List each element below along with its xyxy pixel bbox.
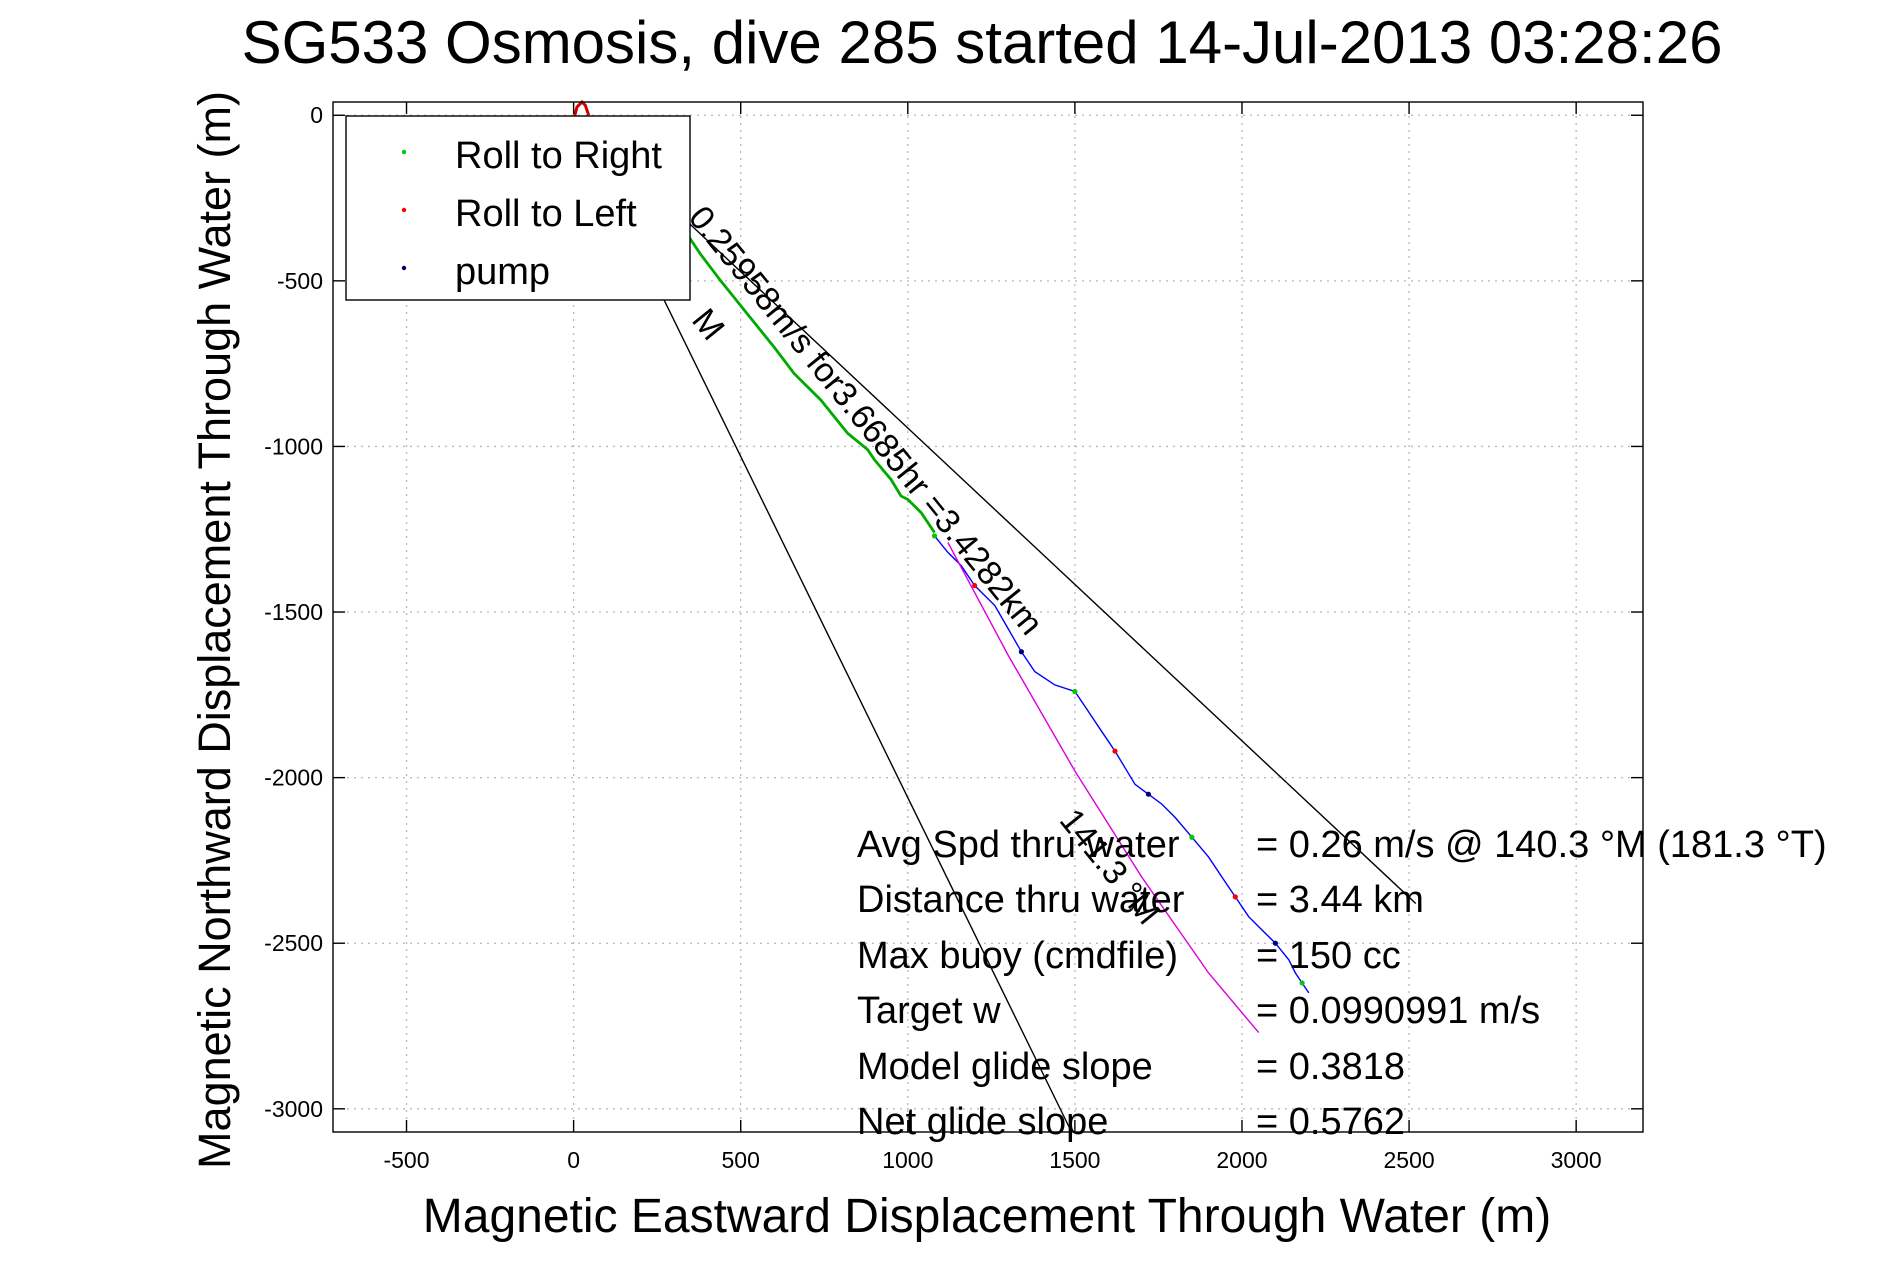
stat-max-buoy-value: = 150 cc [1256,935,1401,977]
x-tick-label: 0 [567,1147,580,1173]
track-line [933,535,1310,994]
stat-model-glide-label: Model glide slope [857,1046,1153,1088]
track-line [947,542,1260,1034]
track-point [1189,834,1195,840]
stat-net-glide-value: = 0.5762 [1256,1101,1405,1143]
x-tick-label: 2000 [1216,1147,1267,1173]
track-point [1232,894,1238,900]
axes-frame [332,101,1644,1133]
stat-model-glide-value: = 0.3818 [1256,1046,1405,1088]
ticks: -500 0 500 1000 1500 2000 2500 3000 0 -500 -1000 -1… [264,102,1643,1173]
track-point [1018,649,1025,655]
heading-envelope-line [573,114,1417,904]
stat-target-w-label: Target w [857,990,1001,1032]
stat-max-buoy-label: Max buoy (cmdfile) [857,935,1178,977]
stat-distance-value: = 3.44 km [1256,879,1424,921]
track-point [1112,748,1118,754]
stat-net-glide-label: Net glide slope [857,1101,1108,1143]
stat-distance-label: Distance thru water [857,879,1185,921]
dive-statistics: Avg Spd thru water = 0.26 m/s @ 140.3 °M… [857,824,1827,1143]
track-point [1272,940,1278,946]
track-point [972,582,978,589]
x-tick-label: 1000 [882,1147,933,1173]
track-point [1299,980,1305,986]
legend: Roll to Right Roll to Left pump [345,115,691,301]
y-tick-label: -2500 [264,930,323,956]
track-point [1072,688,1078,695]
track-point [1145,791,1152,797]
stat-target-w-value: = 0.0990991 m/s [1256,990,1540,1032]
x-axis-label: Magnetic Eastward Displacement Through W… [423,1190,1551,1243]
y-axis-label: Magnetic Northward Displacement Through … [189,91,240,1169]
y-tick-label: -1500 [264,599,323,625]
x-tick-label: -500 [383,1147,429,1173]
stat-avg-speed-label: Avg Spd thru water [857,824,1180,866]
x-tick-label: 2500 [1383,1147,1434,1173]
track-point [931,533,938,539]
legend-marker-roll-left [401,207,407,213]
stat-avg-speed-value: = 0.26 m/s @ 140.3 °M (181.3 °T) [1256,824,1827,866]
legend-label-roll-left: Roll to Left [455,193,637,235]
x-tick-label: 3000 [1551,1147,1602,1173]
x-tick-label: 1500 [1049,1147,1100,1173]
y-tick-label: -2000 [264,765,323,791]
legend-marker-roll-right [401,149,407,155]
y-tick-label: -1000 [264,433,323,459]
y-tick-label: 0 [310,102,323,128]
chart-title: SG533 Osmosis, dive 285 started 14-Jul-2… [242,9,1723,76]
legend-marker-pump [401,265,407,271]
y-tick-label: -3000 [264,1096,323,1122]
legend-label-pump: pump [455,251,550,293]
x-tick-label: 500 [722,1147,760,1173]
y-tick-label: -500 [277,268,323,294]
legend-label-roll-right: Roll to Right [455,135,662,177]
